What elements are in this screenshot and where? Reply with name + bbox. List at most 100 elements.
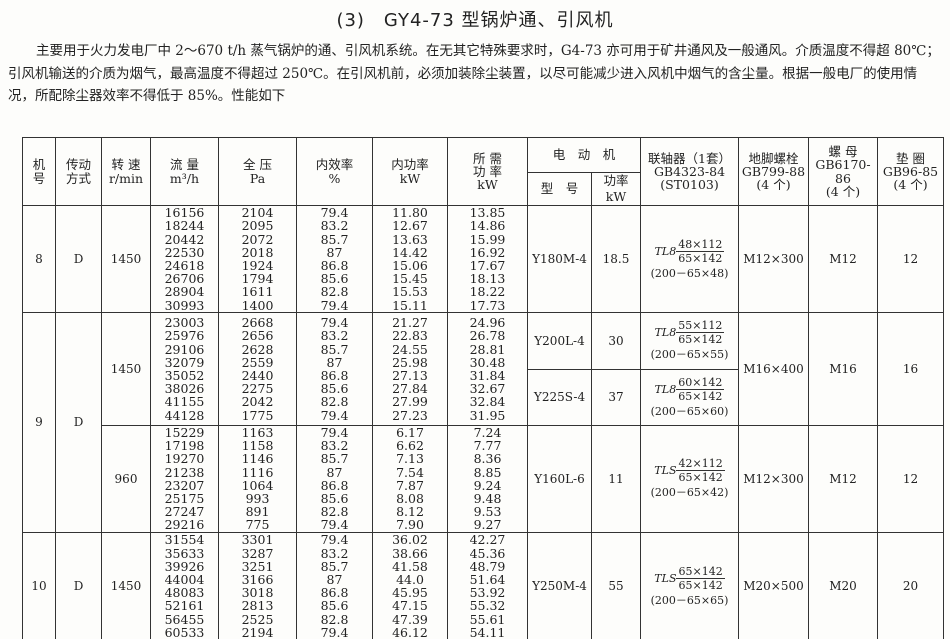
header-coupling: 联轴器（1套） GB4323-84 (ST0103) <box>640 137 739 206</box>
coupling-type: TL8 <box>654 382 677 396</box>
motor-power-cell: 30 <box>591 312 641 370</box>
coupling-numerator: 42×112 <box>676 457 725 472</box>
motor-model-cell: Y180M-4 <box>527 205 592 313</box>
speed-cell: 960 <box>101 425 151 533</box>
header-efficiency: 内效率 % <box>296 137 373 206</box>
performance-table: 机 号 传动 方式 转 速 r/min 流 量 m³/h 全 压 Pa 内效率 … <box>22 137 944 639</box>
fan-no-cell: 10 <box>22 531 56 639</box>
header-nut: 螺 母 GB6170-86 (4 个) <box>808 137 878 206</box>
power-cell: 36.02 38.66 41.58 44.0 45.95 47.15 47.39… <box>372 531 448 639</box>
coupling-numerator: 48×112 <box>676 237 725 252</box>
eff-cell: 79.4 83.2 85.7 87 86.8 85.6 82.8 79.4 <box>296 205 373 313</box>
motor-model-cell: Y200L-4 <box>527 312 592 370</box>
req-cell: 7.24 7.77 8.36 8.85 9.24 9.48 9.53 9.27 <box>447 425 528 533</box>
coupling-denominator: 65×142 <box>678 251 723 265</box>
header-motor: 电 动 机 <box>527 137 641 173</box>
coupling-fraction: 60×142 65×142 <box>676 375 725 403</box>
coupling-type: TLS <box>654 464 677 478</box>
flow-cell: 16156 18244 20442 22530 24618 26706 2890… <box>150 205 219 313</box>
coupling-denominator: 65×142 <box>678 389 723 403</box>
washer-cell: 20 <box>877 531 944 639</box>
coupling-numerator: 60×142 <box>676 375 725 390</box>
table-row: 9 D 1450 23003 25976 29106 32079 35052 3802… <box>22 312 944 533</box>
coupling-type: TLS <box>654 571 677 585</box>
motor-model-cell: Y250M-4 <box>527 531 592 639</box>
header-speed: 转 速 r/min <box>101 137 151 206</box>
washer-cell: 12 <box>877 425 944 533</box>
req-cell: 42.27 45.36 48.79 51.64 53.92 55.32 55.6… <box>447 531 528 639</box>
motor-power-cell: 37 <box>591 368 641 426</box>
motor-power-cell: 18.5 <box>591 205 641 313</box>
flow-cell: 31554 35633 39926 44004 48083 52161 5645… <box>150 531 219 639</box>
header-motor-power: 功率 kW <box>591 172 641 206</box>
anchor-bolt-cell: M12×300 <box>738 205 809 313</box>
table-row: 8 D 1450 16156 18244 20442 22530 24618 2670… <box>22 205 944 313</box>
anchor-bolt-cell: M16×400 <box>738 312 809 426</box>
nut-cell: M16 <box>808 312 878 426</box>
flow-cell: 15229 17198 19270 21238 23207 25175 2724… <box>150 425 219 533</box>
req-cell: 13.85 14.86 15.99 16.92 17.67 18.13 18.2… <box>447 205 528 313</box>
coupling-fraction: 55×112 65×142 <box>676 319 725 347</box>
speed-cell: 1450 <box>101 531 151 639</box>
eff-cell: 79.4 83.2 85.7 87 86.8 85.6 82.8 79.4 <box>296 531 373 639</box>
header-flow: 流 量 m³/h <box>150 137 219 206</box>
table-row: 10 D 1450 31554 35633 39926 44004 48083 521… <box>22 531 944 639</box>
pressure-cell: 1163 1158 1146 1116 1064 993 891 775 <box>218 425 297 533</box>
coupling-spec: (200－65×48) <box>650 266 729 280</box>
washer-cell: 12 <box>877 205 944 313</box>
eff-cell: 79.4 83.2 85.7 87 86.8 85.6 82.8 79.4 <box>296 312 373 426</box>
coupling-cell: TL8 55×112 65×142 (200－65×55) <box>640 312 739 370</box>
washer-cell: 16 <box>877 312 944 426</box>
coupling-cell: TL8 48×112 65×142 (200－65×48) <box>640 205 739 313</box>
coupling-fraction: 42×112 65×142 <box>676 457 725 485</box>
header-internal-power: 内功率 kW <box>372 137 448 206</box>
coupling-type: TL8 <box>654 244 677 258</box>
pressure-cell: 2668 2656 2628 2559 2440 2275 2042 1775 <box>218 312 297 426</box>
drive-cell: D <box>55 312 102 533</box>
anchor-bolt-cell: M12×300 <box>738 425 809 533</box>
section-title: (3) GY4-73 型锅炉通、引风机 <box>336 10 614 31</box>
coupling-fraction: 48×112 65×142 <box>676 237 725 265</box>
header-required-power: 所 需 功 率 kW <box>447 137 528 206</box>
anchor-bolt-cell: M20×500 <box>738 531 809 639</box>
coupling-cell: TLS 42×112 65×142 (200－65×42) <box>640 425 739 533</box>
nut-cell: M12 <box>808 205 878 313</box>
header-motor-model: 型 号 <box>527 172 592 206</box>
coupling-spec: (200－65×65) <box>650 593 729 607</box>
motor-power-cell: 55 <box>591 531 641 639</box>
motor-model-cell: Y225S-4 <box>527 368 592 426</box>
table-row: Y225S-4 37 TL8 60×142 65×142 (200－65×60) <box>23 368 944 426</box>
fan-no-cell: 8 <box>22 205 56 313</box>
coupling-type: TL8 <box>654 326 677 340</box>
drive-cell: D <box>55 531 102 639</box>
header-fan-no: 机 号 <box>22 137 56 206</box>
coupling-denominator: 65×142 <box>678 333 723 347</box>
table-row: 960 15229 17198 19270 21238 23207 25175 2… <box>23 425 944 533</box>
coupling-denominator: 65×142 <box>678 471 723 485</box>
coupling-cell: TLS 65×142 65×142 (200－65×65) <box>640 531 739 639</box>
power-cell: 21.27 22.83 24.55 25.98 27.13 27.84 27.9… <box>372 312 448 426</box>
motor-power-cell: 11 <box>591 425 641 533</box>
header-washer: 垫 圈 GB96-85 (4 个) <box>877 137 944 206</box>
header-pressure: 全 压 Pa <box>218 137 297 206</box>
pressure-cell: 2104 2095 2072 2018 1924 1794 1611 1400 <box>218 205 297 313</box>
eff-cell: 79.4 83.2 85.7 87 86.8 85.6 82.8 79.4 <box>296 425 373 533</box>
coupling-cell: TL8 60×142 65×142 (200－65×60) <box>640 368 739 426</box>
header-drive: 传动 方式 <box>55 137 102 206</box>
header-anchor-bolt: 地脚螺栓 GB799-88 (4 个) <box>738 137 809 206</box>
coupling-spec: (200－65×42) <box>650 486 729 500</box>
coupling-spec: (200－65×55) <box>650 348 729 362</box>
speed-cell: 1450 <box>101 205 151 313</box>
drive-cell: D <box>55 205 102 313</box>
power-cell: 11.80 12.67 13.63 14.42 15.06 15.45 15.5… <box>372 205 448 313</box>
coupling-numerator: 65×142 <box>676 564 725 579</box>
motor-model-cell: Y160L-6 <box>527 425 592 533</box>
coupling-denominator: 65×142 <box>678 578 723 592</box>
intro-paragraph: 主要用于火力发电厂中 2～670 t/h 蒸气锅炉的通、引风机系统。在无其它特殊… <box>8 43 940 104</box>
nut-cell: M12 <box>808 425 878 533</box>
nut-cell: M20 <box>808 531 878 639</box>
speed-cell: 1450 <box>101 312 151 426</box>
coupling-numerator: 55×112 <box>676 319 725 334</box>
req-cell: 24.96 26.78 28.81 30.48 31.84 32.67 32.8… <box>447 312 528 426</box>
